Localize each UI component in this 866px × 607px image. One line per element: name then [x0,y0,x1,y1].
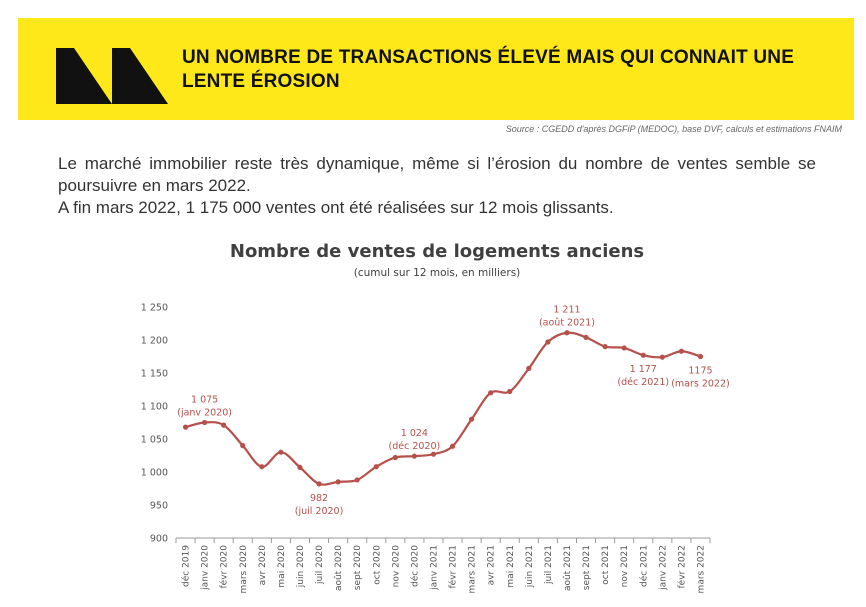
data-point [488,390,494,396]
x-tick-label: juil 2021 [544,545,554,585]
annotation-date: (déc 2021) [617,377,669,388]
data-point [526,365,532,371]
y-tick-label: 1 050 [141,435,168,446]
data-point [335,479,341,485]
x-tick-label: déc 2020 [409,545,420,587]
annotation-date: (déc 2020) [389,441,441,452]
page-title: UN NOMBRE DE TRANSACTIONS ÉLEVÉ MAIS QUI… [182,47,795,92]
x-tick-label: oct 2020 [372,545,382,585]
x-tick-label: déc 2019 [181,545,192,587]
series-line [185,331,701,486]
x-tick-label: juil 2020 [315,545,325,585]
x-tick-label: sept 2021 [582,545,592,590]
data-point [449,443,456,449]
y-tick-label: 1 000 [141,468,168,479]
x-tick-label: juin 2021 [525,545,535,588]
x-tick-label: avr 2020 [258,545,268,586]
annotation-date: (janv 2020) [177,408,232,419]
intro-line-2: A fin mars 2022, 1 175 000 ventes ont ét… [58,198,614,217]
data-point [316,481,322,487]
data-point [697,353,704,360]
annotation-value: 1 024 [401,428,428,439]
annotation-value: 1 075 [191,395,218,406]
x-tick-label: nov 2020 [391,545,401,588]
x-tick-label: févr 2022 [676,545,687,589]
x-tick-label: févr 2020 [219,545,230,589]
annotation-value: 1 211 [553,305,580,316]
annotation-date: (août 2021) [539,318,595,329]
x-tick-label: août 2021 [563,545,573,591]
annotation-date: (juil 2020) [295,506,344,517]
chart-plot [182,330,704,487]
x-tick-label: nov 2021 [620,545,630,587]
data-point [240,443,246,449]
y-tick-label: 1 150 [141,369,168,380]
data-point [182,424,189,430]
x-tick-label: janv 2021 [429,545,439,591]
double-chevron-logo-icon [56,48,168,104]
x-tick-label: janv 2022 [658,545,668,591]
data-point [640,352,646,358]
y-tick-label: 900 [150,534,168,545]
x-tick-label: août 2020 [334,545,344,591]
data-point [507,388,513,395]
data-point [430,451,437,457]
x-tick-label: avr 2021 [487,545,497,585]
x-tick-label: mars 2020 [239,545,249,594]
chart-title: Nombre de ventes de logements anciens [230,241,644,262]
data-point [678,348,684,354]
data-point [278,449,284,455]
data-point [411,453,417,459]
data-point [259,464,265,470]
data-point [202,419,208,426]
annotation-value: 1 177 [630,364,657,375]
x-tick-label: janv 2020 [201,545,211,591]
data-point [659,354,665,360]
source-note: Source : CGEDD d'après DGFiP (MEDOC), ba… [505,124,842,134]
data-point [564,330,570,336]
chart-subtitle: (cumul sur 12 mois, en milliers) [354,267,521,279]
x-tick-label: sept 2020 [353,545,363,591]
data-point [469,416,475,422]
x-tick-label: juin 2020 [296,545,306,588]
x-tick-label: oct 2021 [601,545,611,585]
y-tick-label: 1 100 [141,402,168,413]
chart-annotations: 1 075 (janv 2020) 982 (juil 2020) 1 024 (déc … [177,305,729,517]
x-tick-label: mars 2022 [696,545,706,593]
data-point [392,454,398,461]
x-tick-label: mai 2021 [506,545,516,588]
chart-axes: 900 950 1 000 1 050 1 100 1 150 1 200 1 250 déc … [141,303,711,594]
data-point [602,344,608,350]
intro-line-1: Le marché immobilier reste très dynamiqu… [58,154,816,195]
x-tick-label: déc 2021 [638,545,649,587]
x-tick-label: févr 2021 [448,545,459,589]
y-tick-label: 1 200 [141,336,168,347]
data-point [221,422,227,428]
data-point [354,477,360,483]
data-point [545,339,551,345]
sales-line-chart: Nombre de ventes de logements anciens (c… [141,241,730,594]
data-point [297,464,303,470]
x-tick-label: mars 2021 [468,545,478,593]
data-point [621,345,627,351]
intro-text: Le marché immobilier reste très dynamiqu… [58,153,816,219]
data-point [373,464,379,470]
y-tick-label: 950 [150,501,168,512]
annotation-date: (mars 2022) [671,379,730,390]
annotation-value: 982 [310,493,328,504]
annotation-value: 1175 [688,366,712,377]
data-point [583,334,589,340]
header-banner: UN NOMBRE DE TRANSACTIONS ÉLEVÉ MAIS QUI… [18,18,854,120]
y-tick-label: 1 250 [141,303,168,314]
x-tick-label: mai 2020 [277,545,287,588]
